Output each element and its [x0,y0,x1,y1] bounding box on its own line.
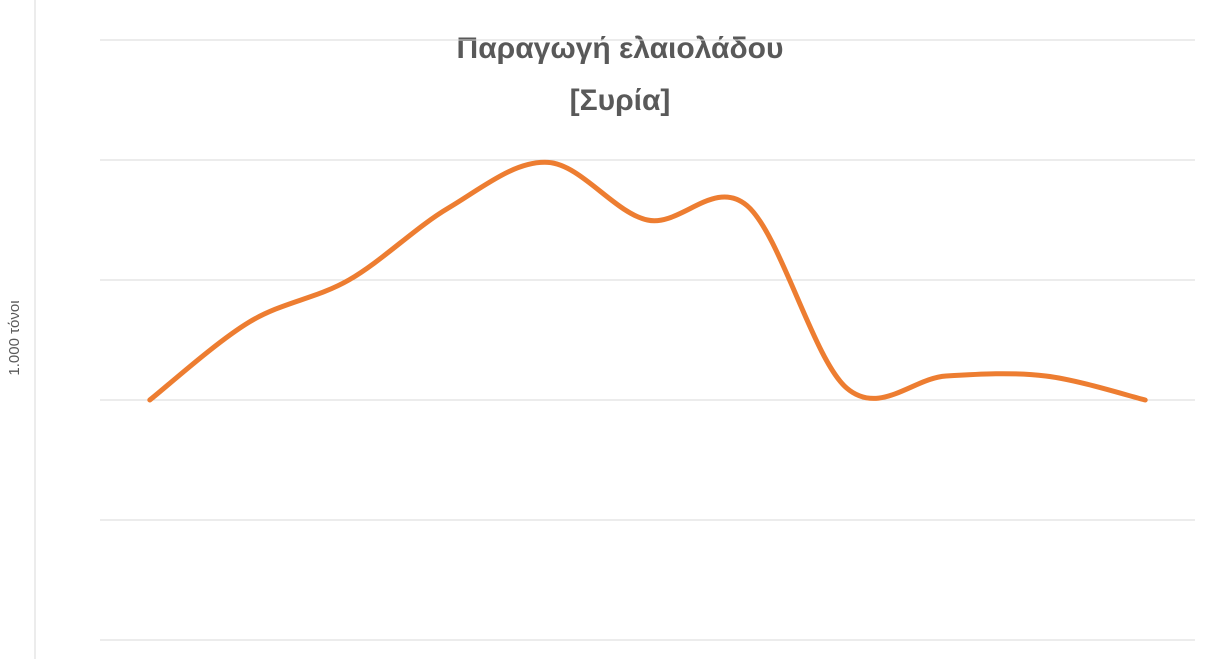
chart-title: Παραγωγή ελαιολάδου [457,32,784,65]
chart-subtitle: [Συρία] [570,84,671,117]
y-axis-label: 1.000 τόνοι [6,300,23,375]
line-series [147,159,1148,403]
